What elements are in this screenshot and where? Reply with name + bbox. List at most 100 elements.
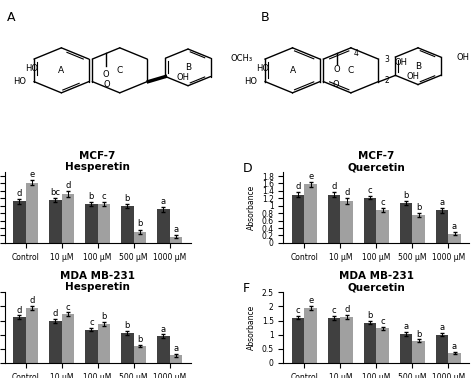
Text: c: c — [368, 186, 373, 195]
Text: bc: bc — [50, 188, 60, 197]
Text: c: c — [380, 317, 385, 326]
Text: d: d — [17, 305, 22, 314]
Text: e: e — [29, 170, 35, 179]
Text: d: d — [331, 182, 337, 191]
Text: C: C — [348, 66, 354, 75]
Text: B: B — [185, 63, 191, 72]
Text: 2: 2 — [384, 76, 389, 85]
Text: D: D — [243, 162, 252, 175]
Text: a: a — [439, 323, 445, 332]
Text: O: O — [332, 80, 339, 89]
Text: a: a — [173, 344, 178, 353]
Bar — [304, 184, 317, 243]
Bar — [121, 206, 134, 243]
Text: OH: OH — [407, 72, 420, 81]
Text: HO: HO — [244, 77, 257, 86]
Text: a: a — [452, 222, 457, 231]
Text: O: O — [334, 65, 340, 74]
Text: b: b — [125, 194, 130, 203]
Text: B: B — [261, 11, 269, 24]
Title: MDA MB-231
Hesperetin: MDA MB-231 Hesperetin — [60, 271, 135, 292]
Bar — [62, 314, 74, 363]
Text: a: a — [452, 342, 457, 351]
Bar — [26, 183, 38, 243]
Text: b: b — [403, 191, 409, 200]
Bar — [292, 318, 304, 363]
Text: e: e — [308, 172, 313, 181]
Text: A: A — [7, 11, 16, 24]
Text: a: a — [161, 197, 166, 206]
Text: C: C — [117, 66, 123, 75]
Text: e: e — [308, 296, 313, 305]
Bar — [121, 333, 134, 363]
Text: O: O — [103, 70, 109, 79]
Bar — [49, 321, 62, 363]
Bar — [448, 353, 461, 363]
Bar — [157, 209, 170, 243]
Bar — [400, 203, 412, 243]
Text: OH: OH — [456, 53, 469, 62]
Bar — [13, 201, 26, 243]
Text: d: d — [53, 309, 58, 318]
Text: d: d — [17, 189, 22, 198]
Text: 4: 4 — [353, 49, 358, 58]
Text: HO: HO — [13, 77, 26, 86]
Text: a: a — [403, 322, 409, 331]
Bar — [412, 341, 425, 363]
Text: c: c — [101, 192, 106, 201]
Text: d: d — [65, 181, 71, 190]
Text: b: b — [101, 312, 107, 321]
Text: F: F — [243, 282, 250, 295]
Text: d: d — [295, 182, 301, 191]
Text: B: B — [415, 62, 421, 71]
Bar — [26, 308, 38, 363]
Bar — [292, 195, 304, 243]
Text: c: c — [332, 306, 337, 315]
Bar — [98, 204, 110, 243]
Text: b: b — [367, 311, 373, 320]
Text: OH: OH — [394, 58, 407, 67]
Title: MCF-7
Quercetin: MCF-7 Quercetin — [347, 151, 405, 172]
Text: d: d — [344, 188, 349, 197]
Text: b: b — [89, 192, 94, 201]
Bar — [62, 194, 74, 243]
Bar — [436, 210, 448, 243]
Bar — [134, 232, 146, 243]
Text: a: a — [173, 225, 178, 234]
Text: c: c — [89, 318, 94, 327]
Text: d: d — [29, 296, 35, 305]
Y-axis label: Absorbance: Absorbance — [247, 185, 256, 230]
Text: b: b — [137, 220, 143, 228]
Bar — [340, 201, 353, 243]
Text: OH: OH — [177, 73, 190, 82]
Text: A: A — [58, 66, 64, 75]
Text: b: b — [125, 321, 130, 330]
Bar — [85, 330, 98, 363]
Bar — [85, 204, 98, 243]
Bar — [400, 334, 412, 363]
Title: MCF-7
Hesperetin: MCF-7 Hesperetin — [65, 151, 130, 172]
Text: b: b — [416, 203, 421, 212]
Bar — [98, 324, 110, 363]
Bar — [412, 215, 425, 243]
Bar — [436, 335, 448, 363]
Text: OCH₃: OCH₃ — [231, 54, 253, 63]
Bar — [170, 237, 182, 243]
Text: 3: 3 — [384, 54, 389, 64]
Text: a: a — [161, 325, 166, 333]
Text: HO: HO — [25, 64, 38, 73]
Bar — [13, 317, 26, 363]
Text: O: O — [103, 80, 110, 89]
Text: c: c — [296, 306, 301, 315]
Bar — [328, 318, 340, 363]
Text: a: a — [439, 198, 445, 206]
Bar — [448, 234, 461, 243]
Bar — [328, 195, 340, 243]
Bar — [49, 200, 62, 243]
Text: b: b — [416, 330, 421, 339]
Bar — [376, 210, 389, 243]
Text: b: b — [137, 335, 143, 344]
Text: HO: HO — [256, 64, 269, 73]
Bar — [157, 336, 170, 363]
Bar — [376, 328, 389, 363]
